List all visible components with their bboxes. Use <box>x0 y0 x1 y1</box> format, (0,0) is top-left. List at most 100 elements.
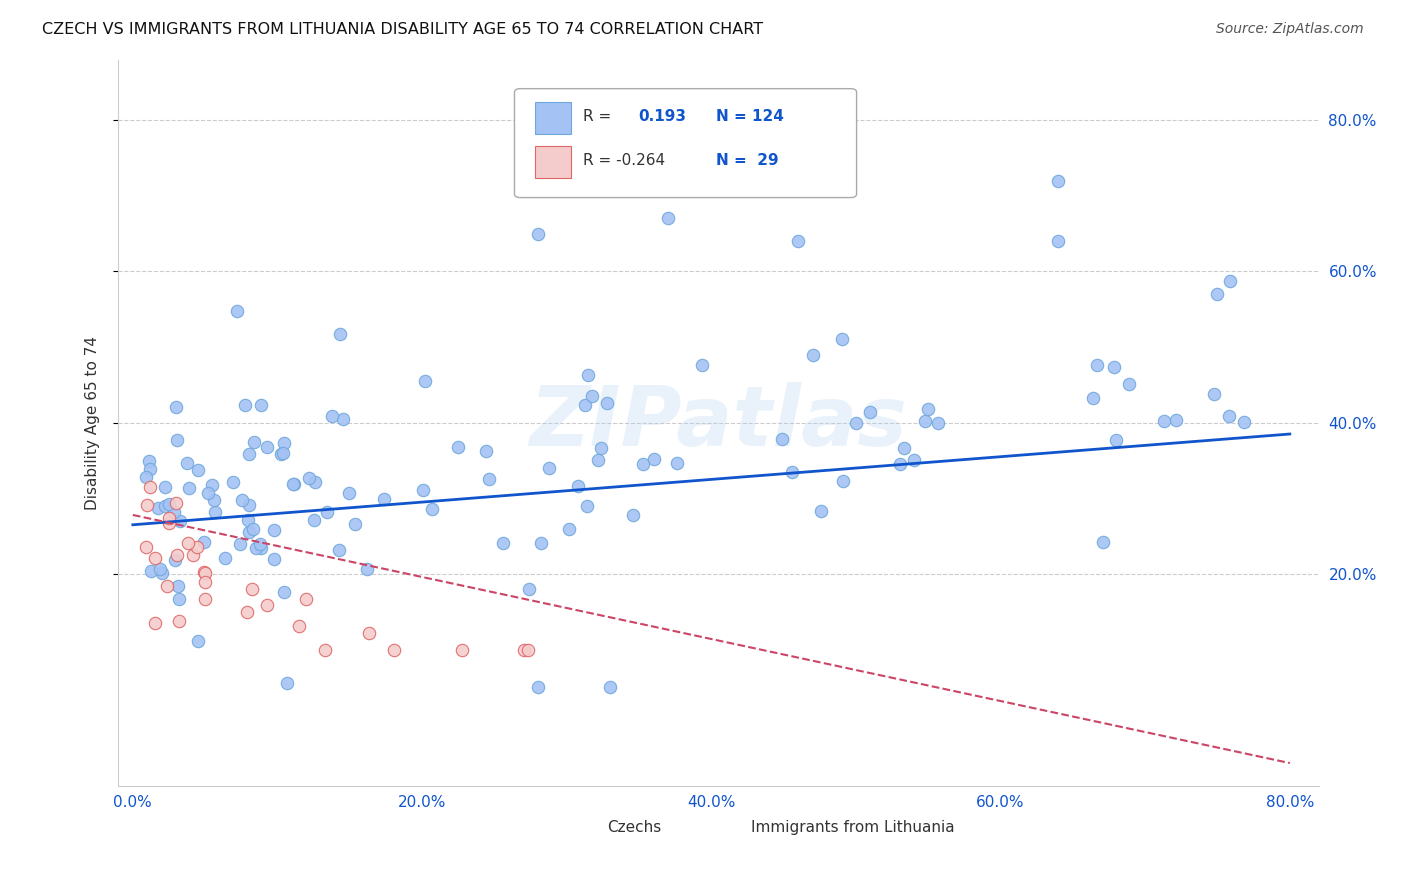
Point <box>288 618 311 632</box>
Point <box>595 396 617 410</box>
Point <box>167 579 190 593</box>
Point <box>1118 377 1140 392</box>
Point <box>153 500 176 514</box>
Point <box>263 551 285 566</box>
Point <box>273 436 295 450</box>
Point <box>204 505 226 519</box>
Point <box>169 514 191 528</box>
Point <box>1085 358 1108 372</box>
Point <box>238 447 260 461</box>
Point <box>304 475 326 489</box>
Point <box>281 476 304 491</box>
Point <box>176 457 198 471</box>
Point <box>187 633 209 648</box>
Point <box>1218 409 1240 424</box>
Point <box>526 681 548 695</box>
Point <box>770 432 793 446</box>
Point <box>1233 415 1256 429</box>
Point <box>163 553 186 567</box>
Point <box>156 579 179 593</box>
Point <box>780 465 803 479</box>
Point <box>927 416 949 430</box>
Text: N = 124: N = 124 <box>716 110 785 125</box>
Point <box>135 540 157 554</box>
Point <box>1081 391 1104 405</box>
Point <box>139 480 162 494</box>
Point <box>143 616 166 631</box>
Point <box>146 501 169 516</box>
Point <box>343 516 366 531</box>
Point <box>135 469 157 483</box>
Point <box>157 497 180 511</box>
Text: Czechs: Czechs <box>607 820 661 835</box>
Point <box>893 441 915 455</box>
Text: Immigrants from Lithuania: Immigrants from Lithuania <box>751 820 955 835</box>
Point <box>139 462 162 476</box>
Point <box>1104 359 1126 374</box>
Point <box>475 443 498 458</box>
Point <box>526 181 548 195</box>
Point <box>162 505 184 519</box>
Text: R = -0.264: R = -0.264 <box>583 153 665 168</box>
Point <box>229 536 252 550</box>
Point <box>256 440 278 454</box>
Text: CZECH VS IMMIGRANTS FROM LITHUANIA DISABILITY AGE 65 TO 74 CORRELATION CHART: CZECH VS IMMIGRANTS FROM LITHUANIA DISAB… <box>42 22 763 37</box>
Point <box>295 591 318 606</box>
Point <box>321 409 343 424</box>
Point <box>231 492 253 507</box>
Point <box>157 516 180 530</box>
Bar <box>534 146 571 178</box>
Point <box>193 592 215 607</box>
Point <box>238 524 260 539</box>
Point <box>492 535 515 549</box>
Point <box>586 453 609 467</box>
Point <box>242 434 264 449</box>
Point <box>1164 413 1187 427</box>
Point <box>177 481 200 495</box>
Point <box>478 472 501 486</box>
Point <box>845 416 868 430</box>
Point <box>222 475 245 489</box>
Point <box>1206 287 1229 301</box>
Point <box>187 463 209 477</box>
Point <box>155 480 177 494</box>
Point <box>357 626 380 640</box>
Point <box>298 471 321 485</box>
Point <box>276 676 298 690</box>
Point <box>329 326 352 341</box>
Point <box>256 599 278 613</box>
Point <box>328 543 350 558</box>
Point <box>194 574 217 589</box>
Point <box>250 541 273 555</box>
Point <box>273 585 295 599</box>
Point <box>165 401 187 415</box>
Text: R =: R = <box>583 110 616 125</box>
Point <box>242 522 264 536</box>
Point <box>302 513 325 527</box>
Point <box>157 510 180 524</box>
Point <box>263 523 285 537</box>
Point <box>271 446 294 460</box>
Point <box>787 234 810 248</box>
Point <box>538 461 561 475</box>
Point <box>530 535 553 549</box>
Point <box>202 492 225 507</box>
Point <box>193 535 215 549</box>
Point <box>526 227 548 241</box>
Point <box>519 582 541 597</box>
Point <box>249 398 271 412</box>
Point <box>238 513 260 527</box>
Point <box>356 562 378 576</box>
Point <box>181 548 204 562</box>
Point <box>332 412 354 426</box>
Bar <box>534 103 571 135</box>
Point <box>889 458 911 472</box>
Point <box>1202 387 1225 401</box>
Point <box>801 348 824 362</box>
Point <box>589 441 612 455</box>
Point <box>186 540 208 554</box>
Point <box>576 368 599 383</box>
Point <box>165 496 187 510</box>
Point <box>167 614 190 628</box>
Point <box>166 433 188 447</box>
